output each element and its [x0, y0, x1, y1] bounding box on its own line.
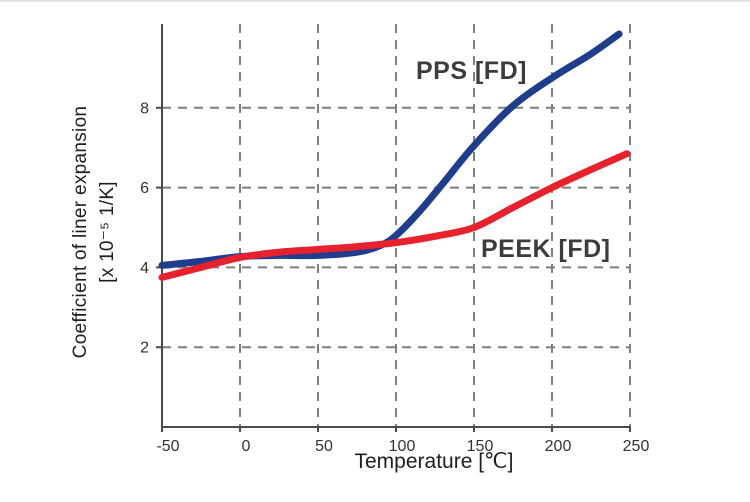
x-tick-label: 50 [315, 438, 333, 455]
x-tick-label: 250 [623, 438, 650, 455]
y-axis-title-line2: [x 10⁻⁵ 1/K] [97, 181, 118, 283]
x-axis-title: Temperature [℃] [354, 450, 514, 473]
y-axis-title-line1: Coefficient of liner expansion [70, 105, 91, 359]
peek-curve [158, 150, 631, 281]
y-axis-title: Coefficient of liner expansion [x 10⁻⁵ 1… [67, 12, 123, 452]
series-label-peek: PEEK [FD] [481, 235, 611, 263]
x-tick-label: 150 [467, 438, 494, 455]
x-tick-label: -50 [156, 438, 179, 455]
x-tick-label: 200 [545, 438, 572, 455]
y-tick-label: 6 [140, 180, 149, 197]
y-tick-label: 8 [140, 100, 149, 117]
series-label-pps: PPS [FD] [416, 57, 527, 85]
x-tick-label: 100 [389, 438, 416, 455]
y-tick-label: 2 [140, 340, 149, 357]
pps-curve [158, 30, 623, 269]
x-tick-label: 0 [242, 438, 251, 455]
y-tick-label: 4 [140, 260, 149, 277]
